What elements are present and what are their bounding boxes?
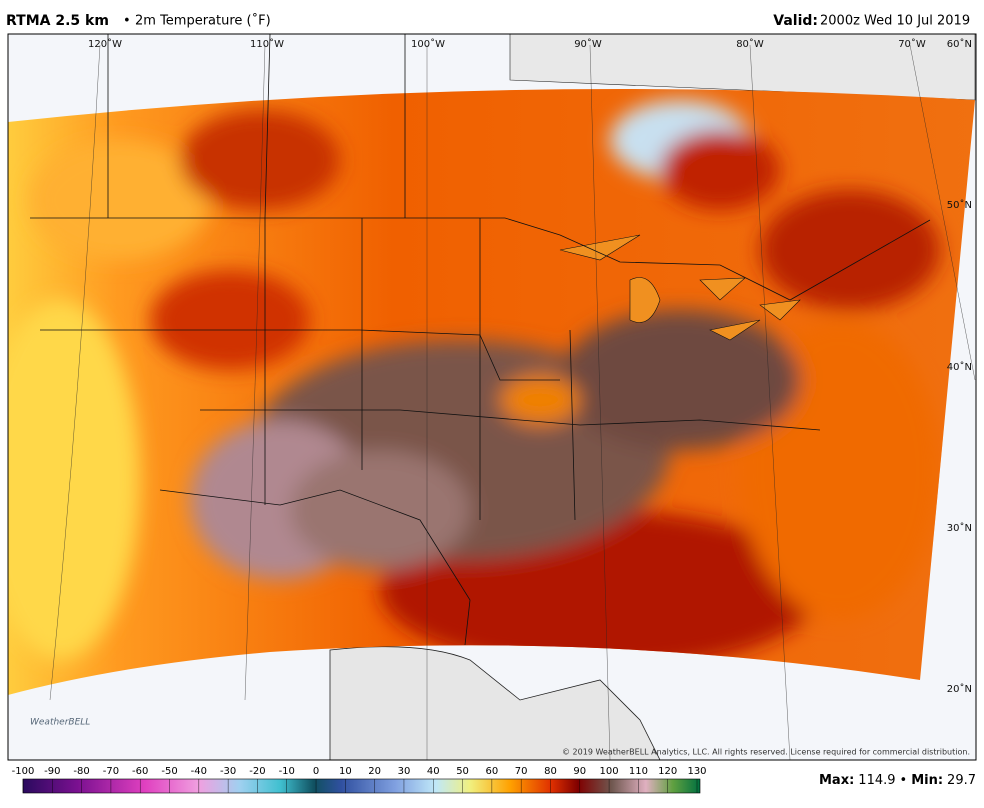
colorbar-tick-label: 20 — [368, 766, 381, 777]
latitude-label: 20˚N — [947, 683, 972, 695]
latitude-label: 40˚N — [947, 361, 972, 373]
map-frame — [7, 33, 977, 761]
latitude-labels: 60˚N 50˚N 40˚N 30˚N 20˚N — [947, 38, 972, 695]
longitude-label: 80˚W — [736, 38, 764, 50]
stat-value: • — [900, 773, 908, 788]
colorbar-tick-label: -100 — [12, 766, 35, 777]
stat-value: 29.7 — [947, 773, 976, 788]
colorbar-tick-label: 0 — [313, 766, 319, 777]
stats: Max: 114.9 • Min: 29.7 — [819, 773, 976, 788]
colorbar-tick-label: 130 — [687, 766, 706, 777]
colorbar-tick-label: -80 — [73, 766, 89, 777]
colorbar-tick-label: 100 — [600, 766, 619, 777]
longitude-label: 120˚W — [88, 38, 122, 50]
model: RTMA 2.5 km — [6, 13, 109, 29]
variable: 2m Temperature (˚F) — [135, 13, 271, 29]
stat-value: 114.9 — [858, 773, 895, 788]
colorbar-tick-label: -20 — [249, 766, 265, 777]
logo: WeatherBELL — [30, 718, 90, 728]
temperature-field — [8, 89, 975, 695]
valid-time: 2000z Wed 10 Jul 2019 — [820, 14, 970, 29]
colorbar-tick-label: 50 — [456, 766, 469, 777]
valid-label: Valid: — [773, 13, 818, 29]
colorbar-tick-label: -40 — [191, 766, 207, 777]
latitude-label: 30˚N — [947, 522, 972, 534]
copyright: © 2019 WeatherBELL Analytics, LLC. All r… — [562, 748, 970, 757]
colorbar-tick-label: 80 — [544, 766, 557, 777]
longitude-label: 90˚W — [574, 38, 602, 50]
colorbar-tick-label: -90 — [44, 766, 60, 777]
latitude-label: 60˚N — [947, 38, 972, 50]
stats-line: Max: 114.9 • Min: 29.7 — [819, 773, 976, 788]
colorbar-tick-label: 60 — [486, 766, 499, 777]
stat-label: Max: — [819, 773, 854, 788]
colorbar-tick-label: -10 — [279, 766, 295, 777]
colorbar-tick-label: -50 — [161, 766, 177, 777]
colorbar — [22, 778, 701, 794]
longitude-label: 110˚W — [250, 38, 284, 50]
colorbar-tick-label: 40 — [427, 766, 440, 777]
colorbar-tick-label: -30 — [220, 766, 236, 777]
separator: • — [123, 14, 131, 29]
colorbar-tick-label: 110 — [629, 766, 648, 777]
stat-label: Min: — [911, 773, 943, 788]
land — [329, 646, 661, 761]
colorbar-tick-label: -60 — [132, 766, 148, 777]
longitude-labels: 120˚W 110˚W 100˚W 90˚W 80˚W 70˚W — [88, 38, 926, 50]
colorbar-ticks: -100 -90 -80 -70 -60 -50 -40 -30 -20 -10 0 10 20 30 40… — [12, 766, 707, 793]
colorbar-tick-label: 70 — [515, 766, 528, 777]
colorbar-tick-label: 120 — [658, 766, 677, 777]
longitude-label: 100˚W — [411, 38, 445, 50]
colorbar-tick-label: 10 — [339, 766, 352, 777]
boundaries — [30, 33, 931, 646]
longitude-label: 70˚W — [898, 38, 926, 50]
colorbar-tick-label: 30 — [398, 766, 411, 777]
latitude-label: 50˚N — [947, 199, 972, 211]
colorbar-tick-label: 90 — [573, 766, 586, 777]
colorbar-tick-label: -70 — [103, 766, 119, 777]
